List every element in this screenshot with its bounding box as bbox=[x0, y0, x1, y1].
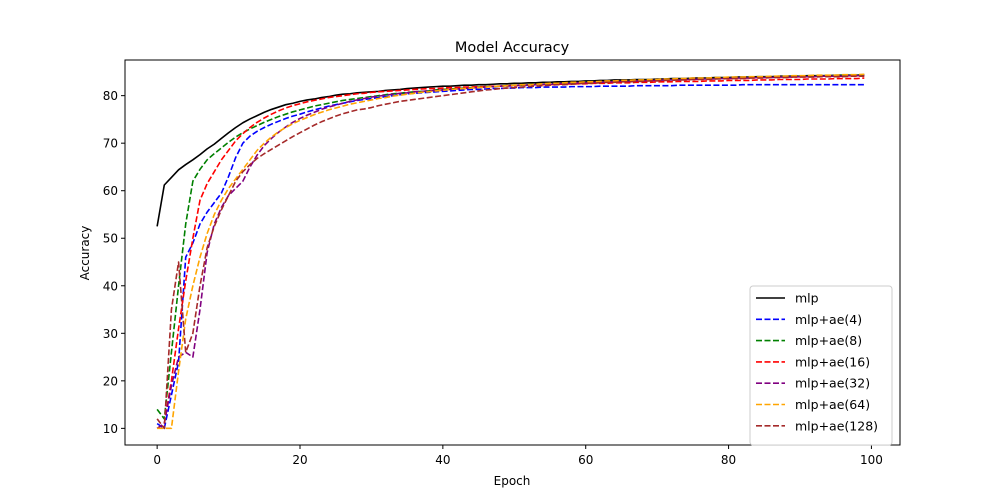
y-tick-label: 70 bbox=[103, 137, 118, 151]
legend-label: mlp+ae(32) bbox=[795, 376, 870, 391]
x-tick-label: 40 bbox=[435, 453, 450, 467]
x-tick-label: 60 bbox=[578, 453, 593, 467]
legend-label: mlp bbox=[795, 291, 819, 306]
y-tick-label: 40 bbox=[103, 279, 118, 293]
x-tick-label: 0 bbox=[153, 453, 161, 467]
legend: mlp mlp+ae(4) mlp+ae(8) mlp+ae(16) mlp+ae(32… bbox=[749, 285, 893, 446]
legend-box bbox=[749, 285, 893, 446]
legend-label: mlp+ae(16) bbox=[795, 354, 870, 369]
y-tick-label: 80 bbox=[103, 89, 118, 103]
y-tick-label: 50 bbox=[103, 232, 118, 246]
y-tick-label: 60 bbox=[103, 184, 118, 198]
series-line-0 bbox=[156, 73, 865, 227]
x-tick-label: 100 bbox=[860, 453, 883, 467]
legend-label: mlp+ae(128) bbox=[795, 418, 878, 433]
y-axis-ticks: 10 20 30 40 50 60 70 80 bbox=[103, 89, 125, 436]
y-axis-label: Accuracy bbox=[78, 226, 92, 281]
x-axis-label: Epoch bbox=[494, 474, 531, 488]
x-tick-label: 20 bbox=[292, 453, 307, 467]
legend-label: mlp+ae(64) bbox=[795, 397, 870, 412]
plot-frame bbox=[124, 59, 901, 446]
series-line-5 bbox=[157, 73, 865, 430]
y-tick-label: 20 bbox=[103, 374, 118, 388]
series-line-1 bbox=[156, 83, 865, 430]
series-line-6 bbox=[156, 75, 865, 430]
y-tick-label: 10 bbox=[103, 422, 118, 436]
legend-label: mlp+ae(8) bbox=[795, 333, 862, 348]
x-axis-ticks: 0 20 40 60 80 100 bbox=[153, 445, 883, 467]
x-tick-label: 80 bbox=[721, 453, 736, 467]
chart-title: Model Accuracy bbox=[455, 40, 570, 56]
legend-label: mlp+ae(4) bbox=[795, 312, 862, 327]
y-tick-label: 30 bbox=[103, 327, 118, 341]
plot-lines-group bbox=[156, 73, 865, 430]
